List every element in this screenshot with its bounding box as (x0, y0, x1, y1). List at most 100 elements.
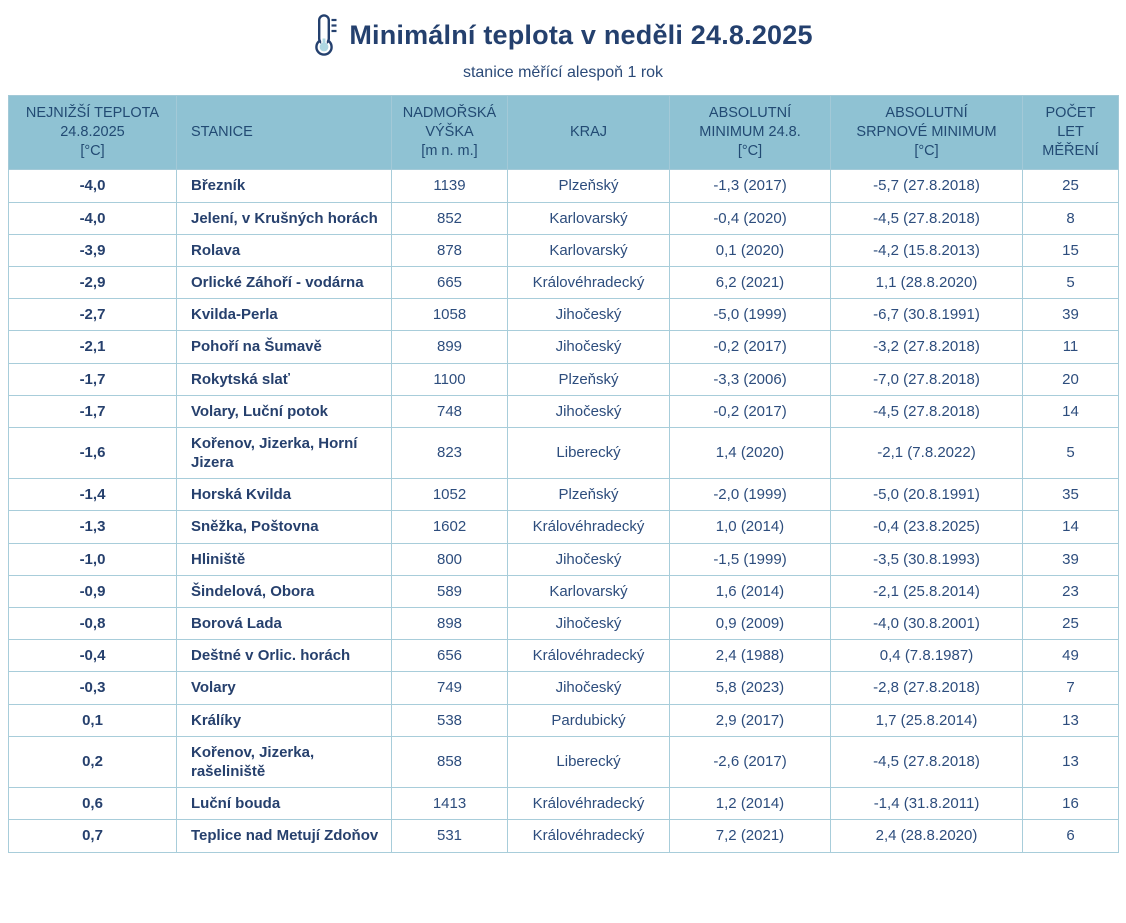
cell-absolute-minimum: 6,2 (2021) (669, 265, 831, 300)
cell-altitude: 1139 (391, 169, 508, 203)
cell-lowest-temp: -1,7 (8, 362, 177, 396)
cell-years-count: 16 (1022, 787, 1119, 821)
cell-altitude: 531 (391, 819, 508, 853)
cell-lowest-temp: 0,7 (8, 819, 177, 853)
cell-years-count: 14 (1022, 510, 1119, 544)
cell-years-count: 8 (1022, 201, 1119, 235)
cell-years-count: 5 (1022, 426, 1119, 480)
cell-absolute-minimum: -2,0 (1999) (669, 478, 831, 512)
table-header: NEJNIŽŠÍ TEPLOTA 24.8.2025 [°C] STANICE … (8, 94, 1119, 171)
cell-region: Karlovarský (507, 201, 670, 235)
table-row: -1,7 Volary, Luční potok 748 Jihočeský -0,2 … (8, 394, 1119, 428)
cell-station-name: Rolava (176, 233, 392, 267)
cell-years-count: 49 (1022, 639, 1119, 673)
cell-region: Královéhradecký (507, 510, 670, 544)
cell-lowest-temp: -1,0 (8, 542, 177, 576)
cell-lowest-temp: -1,4 (8, 478, 177, 512)
header-august-minimum: ABSOLUTNÍ SRPNOVÉ MINIMUM [°C] (830, 94, 1023, 171)
cell-altitude: 749 (391, 671, 508, 705)
table-row: -0,3 Volary 749 Jihočeský 5,8 (2023) -2,8 (27… (8, 671, 1119, 705)
cell-station-name: Borová Lada (176, 606, 392, 641)
cell-years-count: 7 (1022, 671, 1119, 705)
cell-years-count: 15 (1022, 233, 1119, 267)
table-row: -2,1 Pohoří na Šumavě 899 Jihočeský -0,2 (20… (8, 330, 1119, 364)
cell-absolute-minimum: 1,0 (2014) (669, 510, 831, 544)
cell-altitude: 800 (391, 542, 508, 576)
cell-region: Plzeňský (507, 169, 670, 203)
cell-years-count: 25 (1022, 606, 1119, 641)
cell-lowest-temp: -2,9 (8, 265, 177, 300)
cell-august-minimum: -4,0 (30.8.2001) (830, 606, 1023, 641)
cell-lowest-temp: -1,6 (8, 426, 177, 480)
cell-august-minimum: -6,7 (30.8.1991) (830, 298, 1023, 332)
cell-station-name: Hliniště (176, 542, 392, 576)
cell-altitude: 538 (391, 703, 508, 737)
header-region: KRAJ (507, 94, 670, 171)
table-row: -0,9 Šindelová, Obora 589 Karlovarský 1,6 (2… (8, 574, 1119, 609)
cell-altitude: 1058 (391, 298, 508, 332)
cell-altitude: 858 (391, 735, 508, 789)
cell-region: Královéhradecký (507, 819, 670, 853)
cell-region: Pardubický (507, 703, 670, 737)
header-years-count: POČET LET MĚŘENÍ (1022, 94, 1119, 171)
cell-lowest-temp: -1,3 (8, 510, 177, 544)
page-header: Minimální teplota v neděli 24.8.2025 (0, 0, 1126, 57)
cell-station-name: Volary, Luční potok (176, 394, 392, 428)
cell-station-name: Pohoří na Šumavě (176, 330, 392, 364)
cell-years-count: 11 (1022, 330, 1119, 364)
page-subtitle: stanice měřící alespoň 1 rok (462, 64, 664, 81)
cell-lowest-temp: -4,0 (8, 201, 177, 235)
cell-absolute-minimum: 0,1 (2020) (669, 233, 831, 267)
cell-august-minimum: -3,5 (30.8.1993) (830, 542, 1023, 576)
table-body: -4,0 Březník 1139 Plzeňský -1,3 (2017) -5,7 (… (8, 169, 1119, 853)
cell-lowest-temp: 0,6 (8, 787, 177, 821)
cell-altitude: 1413 (391, 787, 508, 821)
cell-station-name: Teplice nad Metují Zdoňov (176, 819, 392, 853)
cell-absolute-minimum: -1,3 (2017) (669, 169, 831, 203)
cell-altitude: 665 (391, 265, 508, 300)
cell-years-count: 13 (1022, 735, 1119, 789)
cell-station-name: Rokytská slať (176, 362, 392, 396)
cell-region: Královéhradecký (507, 265, 670, 300)
cell-years-count: 25 (1022, 169, 1119, 203)
cell-years-count: 14 (1022, 394, 1119, 428)
cell-years-count: 39 (1022, 298, 1119, 332)
cell-years-count: 23 (1022, 574, 1119, 609)
cell-absolute-minimum: -1,5 (1999) (669, 542, 831, 576)
header-altitude: NADMOŘSKÁ VÝŠKA [m n. m.] (391, 94, 508, 171)
min-temperature-table: NEJNIŽŠÍ TEPLOTA 24.8.2025 [°C] STANICE … (8, 94, 1119, 853)
cell-august-minimum: -2,8 (27.8.2018) (830, 671, 1023, 705)
cell-lowest-temp: -2,1 (8, 330, 177, 364)
header-lowest-temp: NEJNIŽŠÍ TEPLOTA 24.8.2025 [°C] (8, 94, 177, 171)
cell-absolute-minimum: -5,0 (1999) (669, 298, 831, 332)
cell-region: Liberecký (507, 735, 670, 789)
table-row: -2,9 Orlické Záhoří - vodárna 665 Královéhr… (8, 265, 1119, 300)
cell-region: Jihočeský (507, 542, 670, 576)
cell-absolute-minimum: 1,6 (2014) (669, 574, 831, 609)
cell-absolute-minimum: -2,6 (2017) (669, 735, 831, 789)
cell-region: Královéhradecký (507, 787, 670, 821)
table-row: -1,0 Hliniště 800 Jihočeský -1,5 (1999) -3,5 … (8, 542, 1119, 576)
cell-years-count: 20 (1022, 362, 1119, 396)
cell-absolute-minimum: 7,2 (2021) (669, 819, 831, 853)
cell-altitude: 878 (391, 233, 508, 267)
table-row: -4,0 Březník 1139 Plzeňský -1,3 (2017) -5,7 (… (8, 169, 1119, 203)
cell-station-name: Volary (176, 671, 392, 705)
cell-region: Jihočeský (507, 606, 670, 641)
cell-absolute-minimum: 1,4 (2020) (669, 426, 831, 480)
cell-years-count: 35 (1022, 478, 1119, 512)
cell-years-count: 13 (1022, 703, 1119, 737)
table-header-row: NEJNIŽŠÍ TEPLOTA 24.8.2025 [°C] STANICE … (8, 94, 1119, 171)
cell-years-count: 39 (1022, 542, 1119, 576)
cell-august-minimum: 0,4 (7.8.1987) (830, 639, 1023, 673)
cell-altitude: 748 (391, 394, 508, 428)
table-row: -0,8 Borová Lada 898 Jihočeský 0,9 (2009) -4,… (8, 606, 1119, 641)
cell-absolute-minimum: 2,4 (1988) (669, 639, 831, 673)
cell-lowest-temp: -2,7 (8, 298, 177, 332)
table-row: -1,3 Sněžka, Poštovna 1602 Královéhradecký 1… (8, 510, 1119, 544)
cell-station-name: Horská Kvilda (176, 478, 392, 512)
cell-station-name: Sněžka, Poštovna (176, 510, 392, 544)
cell-august-minimum: -4,5 (27.8.2018) (830, 201, 1023, 235)
cell-lowest-temp: 0,1 (8, 703, 177, 737)
cell-august-minimum: -2,1 (25.8.2014) (830, 574, 1023, 609)
